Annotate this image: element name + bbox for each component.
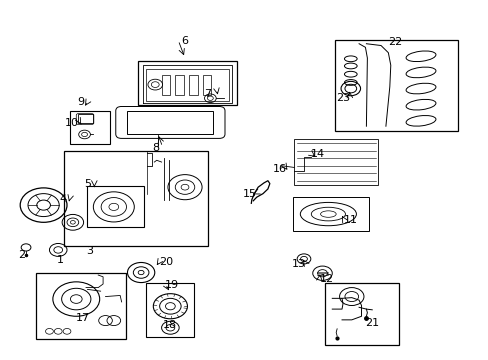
Bar bbox=[334, 40, 457, 131]
Text: 14: 14 bbox=[310, 149, 324, 159]
Bar bbox=[325, 283, 398, 345]
Text: 18: 18 bbox=[163, 320, 177, 330]
Text: 19: 19 bbox=[165, 280, 179, 290]
Bar bbox=[138, 60, 236, 105]
Bar bbox=[188, 75, 197, 95]
Bar bbox=[175, 75, 183, 95]
Text: 3: 3 bbox=[86, 246, 93, 256]
Text: 15: 15 bbox=[242, 189, 256, 199]
Text: 8: 8 bbox=[152, 143, 159, 153]
Bar bbox=[78, 114, 93, 123]
Text: 23: 23 bbox=[335, 93, 349, 103]
Text: 12: 12 bbox=[319, 274, 333, 284]
Bar bbox=[127, 111, 213, 134]
Text: 6: 6 bbox=[181, 36, 188, 46]
Bar bbox=[87, 186, 143, 227]
Bar bbox=[36, 273, 126, 339]
Text: 17: 17 bbox=[76, 313, 89, 323]
Text: 9: 9 bbox=[78, 97, 84, 107]
Bar bbox=[64, 151, 207, 246]
Text: 20: 20 bbox=[159, 257, 173, 267]
Bar bbox=[293, 197, 368, 231]
Text: 7: 7 bbox=[204, 89, 211, 99]
Text: 1: 1 bbox=[57, 255, 63, 265]
Text: 10: 10 bbox=[64, 118, 78, 128]
Text: 4: 4 bbox=[60, 194, 66, 204]
Text: 13: 13 bbox=[291, 259, 305, 269]
Text: 5: 5 bbox=[84, 179, 91, 189]
Text: 16: 16 bbox=[272, 164, 286, 174]
Text: 21: 21 bbox=[365, 318, 379, 328]
Text: 11: 11 bbox=[343, 215, 357, 225]
Bar bbox=[202, 75, 211, 95]
Bar bbox=[70, 111, 110, 144]
Bar bbox=[161, 75, 170, 95]
Bar bbox=[146, 69, 228, 101]
Bar bbox=[146, 283, 193, 337]
Bar bbox=[294, 139, 377, 185]
Text: 2: 2 bbox=[18, 249, 25, 260]
Text: 22: 22 bbox=[388, 37, 402, 47]
